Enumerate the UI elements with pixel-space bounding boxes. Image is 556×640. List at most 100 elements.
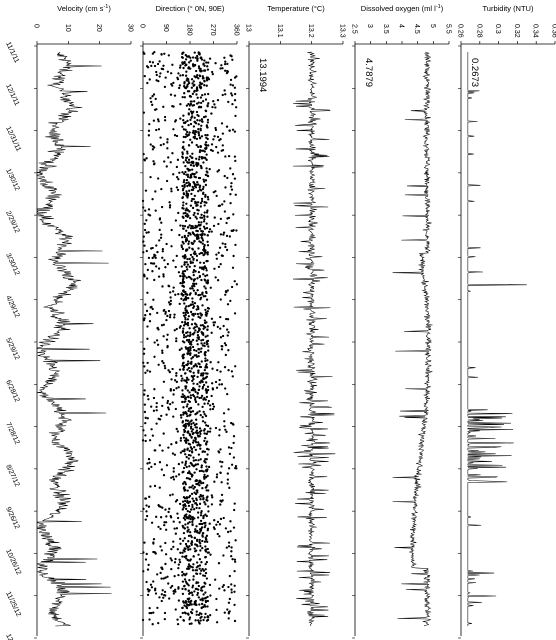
direction-point — [169, 93, 173, 96]
direction-point — [176, 430, 179, 433]
direction-point — [184, 135, 187, 139]
direction-point — [224, 293, 227, 296]
temperature-panel-title: Temperature (°C) — [267, 4, 325, 13]
direction-point — [190, 86, 193, 89]
direction-point — [166, 138, 169, 141]
direction-point — [182, 242, 185, 245]
direction-point — [187, 158, 191, 161]
direction-point — [183, 257, 186, 260]
direction-point — [198, 53, 201, 56]
direction-point — [170, 83, 173, 86]
direction-point — [214, 126, 217, 130]
direction-point — [197, 65, 201, 68]
direction-point — [203, 603, 206, 607]
direction-point — [188, 434, 192, 437]
direction-point — [206, 388, 210, 392]
direction-point — [204, 436, 207, 440]
direction-point — [178, 521, 181, 524]
direction-point — [196, 334, 200, 337]
direction-point — [184, 424, 188, 428]
direction-tick-label: 180 — [186, 24, 193, 36]
direction-point — [218, 523, 222, 526]
direction-point — [160, 53, 163, 56]
direction-point — [191, 115, 194, 118]
direction-point — [191, 473, 194, 477]
direction-point — [223, 200, 226, 203]
direction-point — [148, 495, 151, 498]
direction-point — [192, 314, 195, 317]
direction-point — [191, 484, 194, 487]
direction-point — [151, 434, 155, 437]
direction-point — [172, 470, 175, 473]
direction-point — [184, 238, 188, 241]
direction-point — [182, 433, 185, 437]
direction-point — [184, 599, 188, 603]
direction-point — [170, 190, 173, 193]
direction-point — [197, 441, 200, 444]
direction-point — [203, 84, 206, 87]
direction-point — [187, 548, 190, 551]
direction-point — [145, 514, 149, 518]
direction-point — [184, 542, 188, 546]
direction-point — [224, 69, 227, 72]
direction-point — [194, 502, 197, 505]
date-tick-label: 9/26/12 — [4, 506, 20, 530]
direction-point — [142, 251, 145, 254]
direction-point — [144, 518, 147, 521]
direction-point — [167, 301, 171, 304]
direction-point — [175, 176, 179, 179]
direction-point — [187, 234, 190, 237]
direction-point — [192, 110, 195, 113]
direction-point — [200, 236, 203, 239]
direction-point — [199, 205, 202, 208]
direction-point — [186, 318, 190, 321]
direction-point — [205, 489, 208, 492]
direction-point — [186, 156, 189, 159]
direction-point — [171, 367, 174, 371]
direction-point — [216, 532, 219, 536]
direction-point — [183, 514, 186, 518]
direction-point — [206, 251, 209, 254]
direction-point — [180, 347, 183, 350]
direction-point — [172, 540, 175, 543]
direction-point — [191, 297, 194, 300]
direction-point — [203, 211, 206, 214]
direction-point — [208, 583, 212, 587]
direction-point — [156, 250, 159, 254]
direction-point — [170, 245, 173, 248]
direction-point — [178, 233, 181, 237]
direction-point — [199, 519, 203, 522]
direction-point — [232, 435, 236, 438]
direction-point — [145, 510, 148, 513]
direction-point — [146, 325, 149, 328]
date-axis: 11/1/1112/1/1112/31/111/30/122/29/123/30… — [4, 41, 22, 640]
direction-point — [200, 561, 203, 564]
direction-point — [198, 74, 202, 78]
direction-point — [191, 318, 194, 321]
direction-point — [186, 175, 190, 179]
direction-point — [224, 387, 227, 390]
direction-point — [147, 467, 151, 470]
direction-point — [206, 599, 210, 603]
direction-point — [183, 341, 186, 344]
direction-point — [183, 448, 186, 451]
direction-point — [195, 237, 199, 241]
dissolved_oxygen-tick-label: 4.5 — [413, 24, 420, 34]
direction-point — [191, 152, 194, 155]
direction-point — [173, 316, 176, 319]
direction-point — [187, 77, 190, 81]
direction-point — [205, 560, 209, 564]
direction-point — [191, 226, 195, 230]
direction-point — [203, 432, 206, 435]
velocity-tick-label: 20 — [95, 24, 102, 32]
direction-point — [198, 274, 202, 278]
direction-point — [219, 460, 222, 463]
direction-point — [189, 600, 192, 603]
direction-point — [187, 55, 191, 58]
direction-point — [180, 416, 183, 419]
direction-point — [224, 93, 227, 96]
direction-point — [157, 363, 160, 366]
direction-point — [226, 530, 230, 534]
direction-point — [189, 163, 193, 167]
direction-point — [193, 83, 196, 87]
